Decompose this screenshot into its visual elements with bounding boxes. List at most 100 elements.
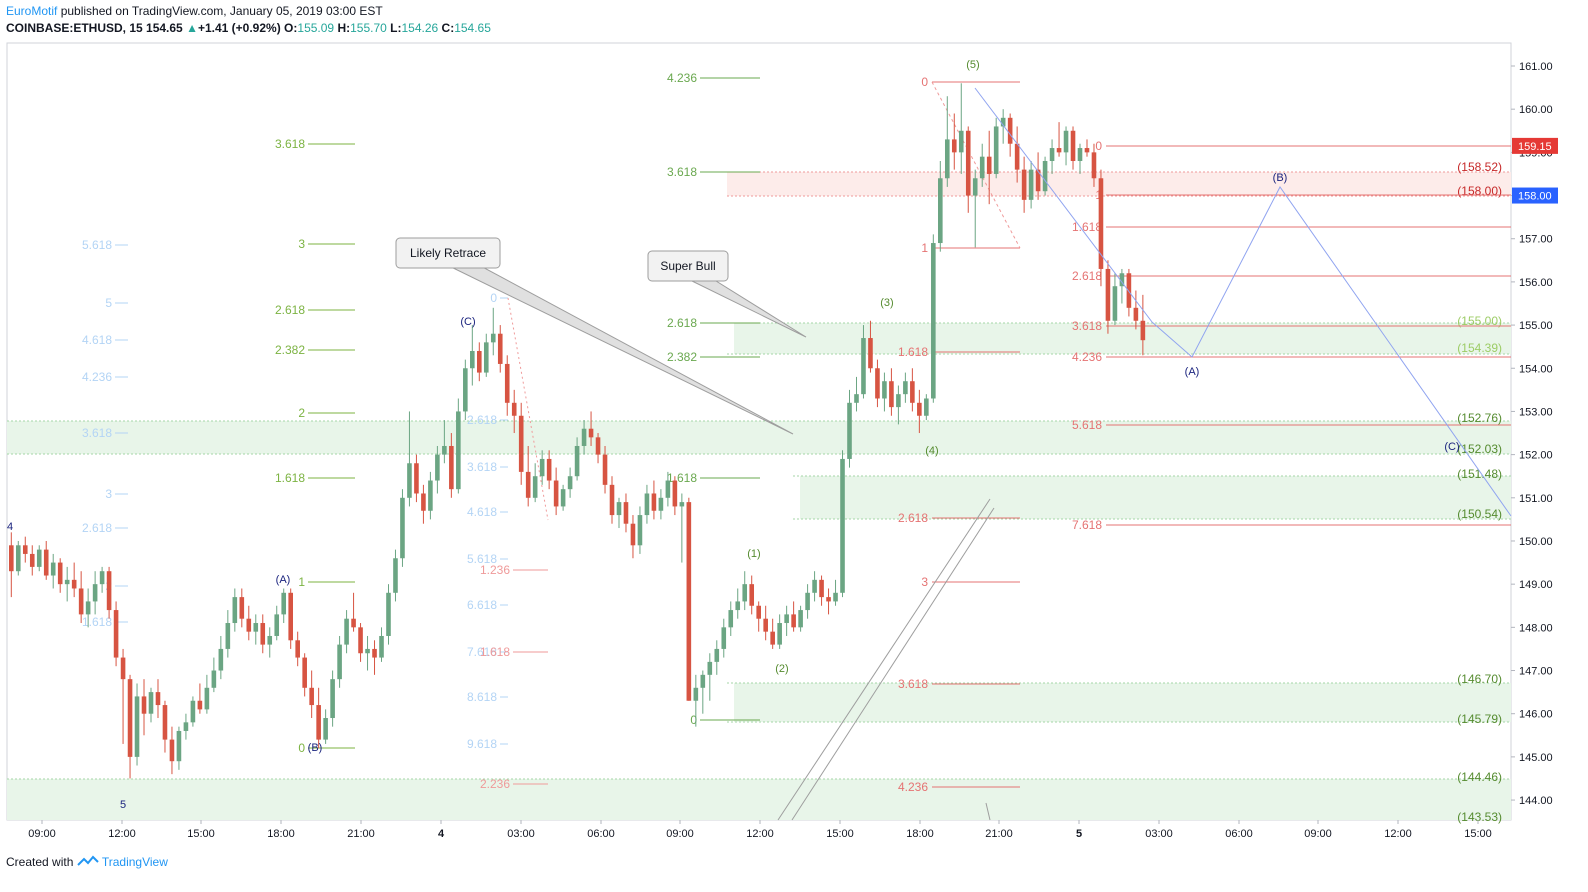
candle-body	[274, 614, 280, 636]
candle-body	[470, 350, 475, 369]
wave-label: (1)	[747, 548, 760, 560]
time-tick-label: 09:00	[1304, 828, 1332, 840]
candle-body	[504, 363, 510, 403]
candle-body	[358, 627, 363, 654]
author-link[interactable]: EuroMotif	[6, 4, 58, 18]
candle-body	[749, 584, 755, 606]
candle-body	[330, 679, 335, 719]
candle-body	[917, 402, 922, 416]
zone-price-label: (151.48)	[1457, 467, 1502, 481]
candle-body	[239, 597, 245, 619]
candle-body	[616, 502, 622, 516]
fib-blue-mid-label: 0	[490, 291, 497, 305]
candle-body	[875, 368, 880, 399]
candle-body	[714, 648, 720, 662]
fib-red-right-label: 4.236	[1072, 350, 1102, 364]
candle-body	[518, 415, 524, 472]
candle-body	[826, 597, 831, 602]
fib-green-mid-label: 2.382	[667, 350, 697, 364]
zone-price-label: (152.03)	[1457, 442, 1502, 456]
candle-body	[1000, 117, 1006, 127]
candle-body	[1112, 286, 1118, 321]
super-bull-callout-text: Super Bull	[660, 259, 715, 273]
candle-body	[868, 338, 873, 369]
candle-body	[979, 156, 985, 179]
candle-body	[1056, 148, 1062, 153]
publish-info: published on TradingView.com, January 05…	[60, 4, 383, 18]
price-tick-label: 156.00	[1519, 277, 1553, 289]
wave-label: (A)	[1185, 366, 1200, 378]
candle-body	[141, 696, 147, 714]
candle-body	[1049, 148, 1055, 161]
support-zone	[734, 683, 1511, 722]
fib-green-left-label: 2	[298, 406, 305, 420]
zone-price-label: (158.00)	[1457, 184, 1502, 198]
fib-green-left-label: 2.382	[275, 343, 305, 357]
candle-body	[784, 614, 789, 624]
time-tick-label: 09:00	[28, 828, 56, 840]
fib-blue-mid-label: 7.618	[467, 645, 497, 659]
wave-label: (A)	[276, 574, 291, 586]
candle-body	[993, 126, 999, 174]
super-bull-callout-box	[647, 250, 729, 282]
candle-body	[1077, 148, 1083, 161]
candle-body	[78, 588, 84, 615]
price-tick-label: 146.00	[1519, 709, 1553, 721]
support-zone	[7, 421, 1511, 454]
fib-red-right-label: 5.618	[1072, 418, 1102, 432]
candle-body	[386, 592, 391, 636]
price-tick-label: 154.00	[1519, 363, 1553, 375]
candle-body	[791, 614, 796, 628]
fib-green-left-label: 3.618	[275, 137, 305, 151]
trend-line	[985, 802, 991, 821]
candle-body	[574, 445, 580, 477]
candle-body	[57, 562, 63, 585]
candle-body	[938, 178, 943, 244]
fib-blue-left-label: 3.618	[82, 426, 112, 440]
fib-blue-left-label: 5.618	[82, 238, 112, 252]
candle-body	[309, 687, 314, 706]
fib-green-left-label: 2.618	[275, 303, 305, 317]
last-price: 154.65	[146, 21, 183, 35]
close-value: 154.65	[454, 21, 491, 35]
fib-green-mid-label: 1.618	[667, 471, 697, 485]
fib-blue-left-label: 5	[105, 296, 112, 310]
close-label: C:	[441, 21, 455, 35]
tradingview-link[interactable]: TradingView	[101, 855, 168, 869]
price-tick-label: 144.00	[1519, 795, 1553, 807]
candle-body	[169, 739, 175, 762]
time-tick-label: 5	[1076, 828, 1082, 840]
fib-green-left-label: 0	[298, 741, 305, 755]
fib-red-small-label: 2.236	[480, 777, 510, 791]
time-tick-label: 12:00	[1384, 828, 1412, 840]
candle-body	[588, 428, 594, 438]
publish-line: EuroMotif published on TradingView.com, …	[6, 4, 383, 18]
candle-body	[483, 342, 489, 373]
candle-body	[442, 445, 447, 455]
candle-body	[372, 648, 377, 658]
resistance-zone	[727, 172, 1511, 196]
price-tick-label: 151.00	[1519, 493, 1553, 505]
candle-body	[630, 523, 636, 546]
fib-blue-mid-label: 4.618	[467, 505, 497, 519]
price-tick-label: 147.00	[1519, 666, 1553, 678]
time-tick-label: 21:00	[985, 828, 1013, 840]
time-axis[interactable]: 09:00 12:00 15:00 18:00 21:00 4 03:00 06:00 09:0…	[28, 820, 1492, 840]
fib-green-mid-label: 0	[690, 713, 697, 727]
low-value: 154.26	[401, 21, 439, 35]
high-value: 155.70	[350, 21, 387, 35]
fib-green-left-label: 1.618	[275, 471, 305, 485]
candle-body	[92, 584, 98, 602]
price-axis[interactable]: 144.00 145.00 146.00 147.00 148.00 149.00 150.…	[1511, 61, 1558, 807]
candle-body	[190, 700, 196, 723]
candle-body	[1126, 273, 1132, 308]
candle-body	[931, 243, 936, 399]
wave-label: 5	[120, 799, 126, 811]
candle-body	[176, 730, 182, 762]
tradingview-logo-icon	[77, 855, 99, 866]
time-tick-label: 06:00	[1225, 828, 1253, 840]
fib-blue-left-label: 4.236	[82, 370, 112, 384]
price-tick-label: 161.00	[1519, 61, 1553, 73]
